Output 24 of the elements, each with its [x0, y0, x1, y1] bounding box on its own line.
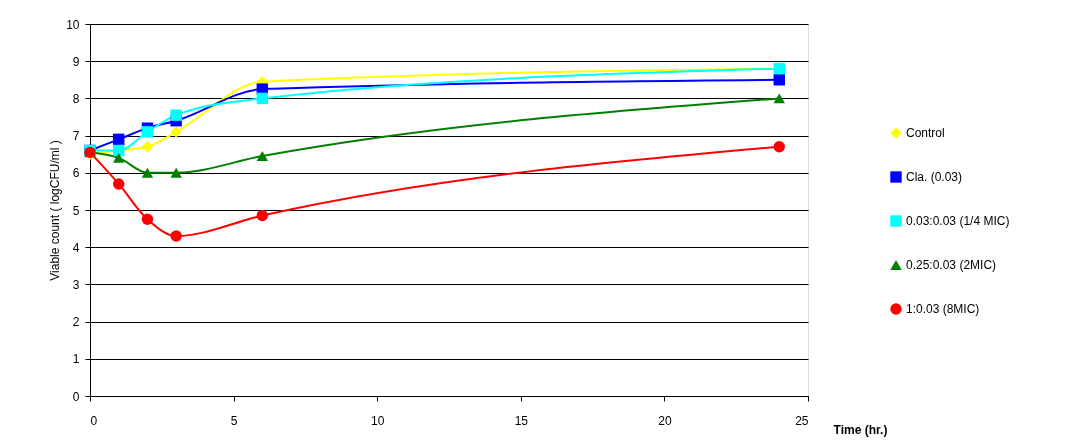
y-tick-label: 9	[72, 54, 80, 69]
y-tick-label: 3	[72, 277, 80, 292]
x-tick-label: 5	[230, 413, 238, 428]
y-tick-label: 1	[72, 352, 80, 367]
x-axis-title: Time (hr.)	[833, 422, 888, 437]
y-tick-label: 0	[72, 389, 80, 404]
y-tick-label: 8	[72, 91, 80, 106]
y-tick-label: 5	[72, 203, 80, 218]
legend-label: 1:0.03 (8MIC)	[906, 302, 980, 316]
legend-label: Cla. (0.03)	[906, 170, 963, 184]
x-tick-label: 25	[795, 413, 809, 428]
legend-label: 0.03:0.03 (1/4 MIC)	[906, 214, 1010, 228]
x-tick-label: 15	[514, 413, 529, 428]
legend-label: 0.25:0.03 (2MIC)	[906, 258, 997, 272]
y-axis-title: Viable count ( logCFU/ml )	[48, 140, 63, 281]
y-tick-label: 6	[72, 166, 80, 181]
x-tick-label: 0	[90, 413, 98, 428]
y-tick-label: 10	[66, 17, 80, 32]
y-tick-label: 2	[72, 315, 80, 330]
y-tick-label: 4	[72, 240, 80, 255]
y-tick-label: 7	[72, 129, 80, 144]
x-tick-label: 20	[658, 413, 672, 428]
x-tick-label: 10	[371, 413, 385, 428]
legend-label: Control	[906, 126, 945, 140]
